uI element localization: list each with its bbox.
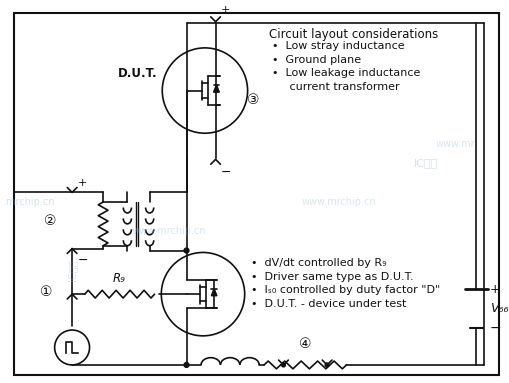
Text: IC先生: IC先生 <box>67 259 77 281</box>
Text: +: + <box>220 5 230 15</box>
Text: .mrchip.cn: .mrchip.cn <box>3 197 54 207</box>
Circle shape <box>184 248 188 253</box>
Text: D.U.T.: D.U.T. <box>118 67 157 80</box>
Text: Circuit layout considerations: Circuit layout considerations <box>268 28 437 41</box>
Polygon shape <box>213 85 219 92</box>
Text: R₉: R₉ <box>112 272 125 285</box>
Text: •  dV/dt controlled by R₉: • dV/dt controlled by R₉ <box>251 258 386 268</box>
Polygon shape <box>211 288 216 296</box>
Text: +: + <box>78 177 87 188</box>
Circle shape <box>281 363 285 367</box>
Text: •  Low leakage inductance: • Low leakage inductance <box>271 68 419 78</box>
Text: ③: ③ <box>247 93 259 107</box>
Text: −: − <box>489 321 501 335</box>
Text: •  Ground plane: • Ground plane <box>271 55 360 65</box>
Text: •  Driver same type as D.U.T.: • Driver same type as D.U.T. <box>251 272 413 282</box>
Text: •  Iₛ₀ controlled by duty factor "D": • Iₛ₀ controlled by duty factor "D" <box>251 285 440 295</box>
Text: www.mrchip.cn: www.mrchip.cn <box>131 226 206 236</box>
Text: current transformer: current transformer <box>271 82 399 92</box>
Text: www.mr: www.mr <box>434 139 474 149</box>
Text: +: + <box>489 283 500 296</box>
Text: ②: ② <box>43 214 56 228</box>
Circle shape <box>184 363 188 367</box>
Text: www.mrchip.cn: www.mrchip.cn <box>301 197 375 207</box>
Text: V₆₆: V₆₆ <box>489 302 507 315</box>
Circle shape <box>325 363 328 367</box>
Text: ①: ① <box>40 285 52 299</box>
Text: −: − <box>220 166 231 179</box>
Text: −: − <box>78 254 88 267</box>
Text: •  Low stray inductance: • Low stray inductance <box>271 41 404 51</box>
Text: IC先生: IC先生 <box>413 158 437 168</box>
Text: ④: ④ <box>298 337 311 351</box>
Text: •  D.U.T. - device under test: • D.U.T. - device under test <box>251 299 406 309</box>
